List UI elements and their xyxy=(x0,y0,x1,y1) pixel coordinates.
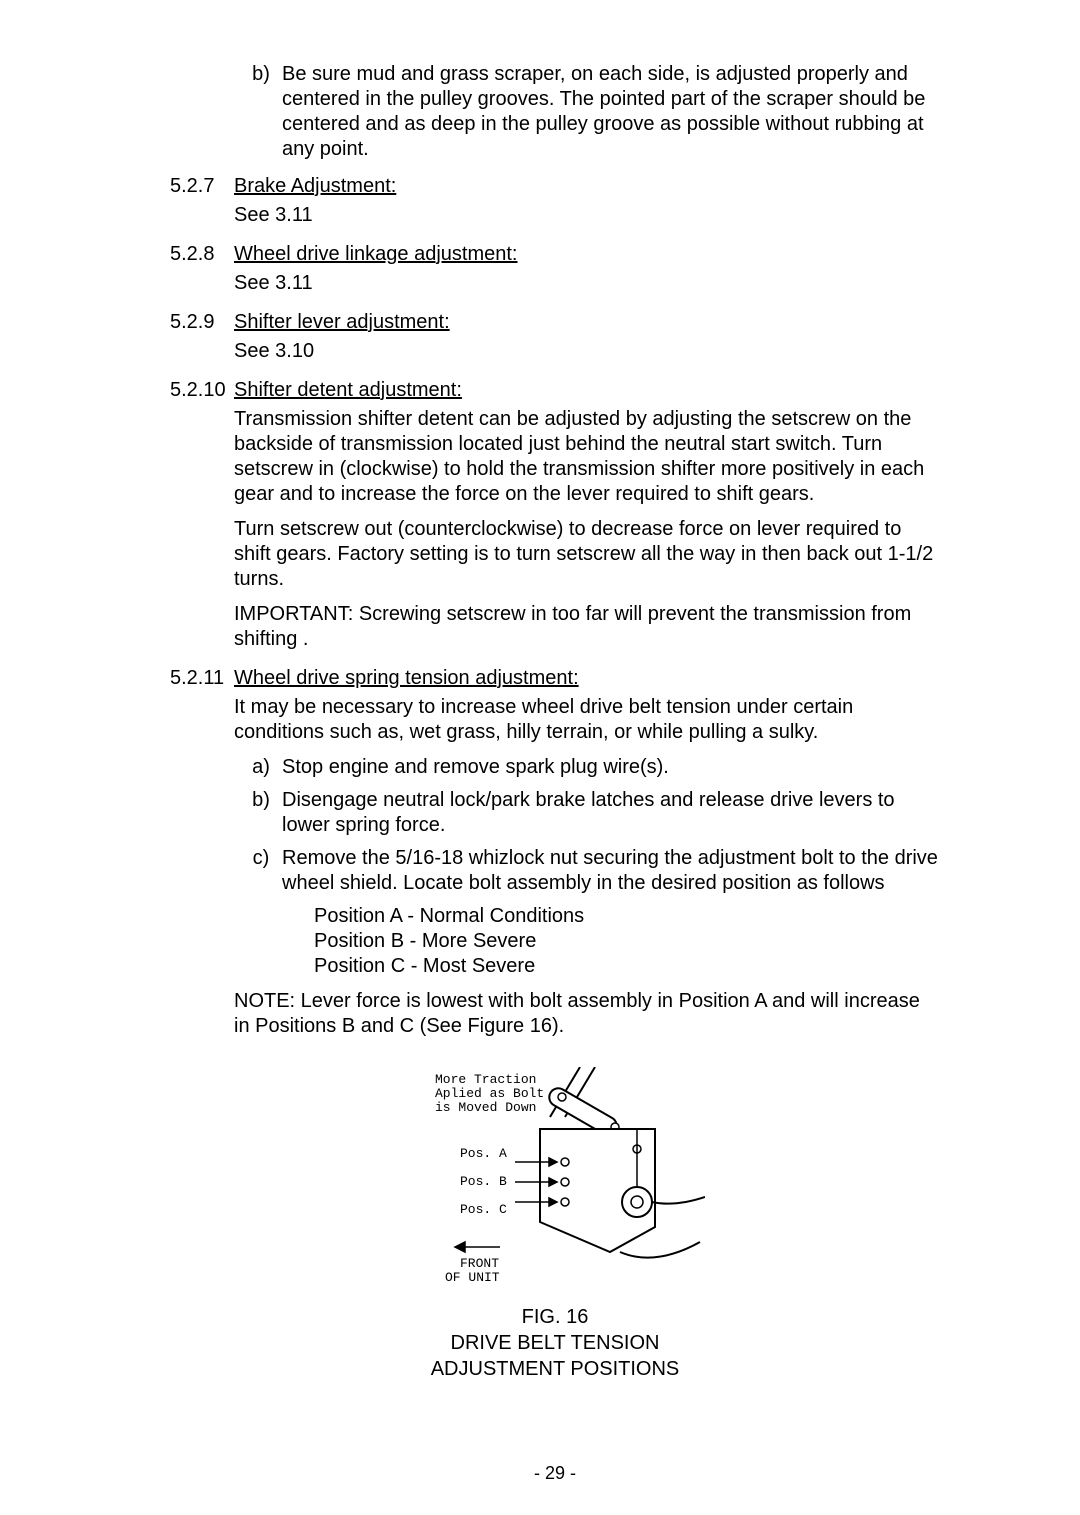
step-a: a) Stop engine and remove spark plug wir… xyxy=(246,755,940,780)
fig-label-posC: Pos. C xyxy=(460,1202,507,1217)
position-c: Position C - Most Severe xyxy=(314,954,940,979)
step-c: c) Remove the 5/16-18 whizlock nut secur… xyxy=(246,846,940,896)
step-text: Stop engine and remove spark plug wire(s… xyxy=(282,755,940,780)
section-number: 5.2.11 xyxy=(170,666,234,1049)
fig-label-posA: Pos. A xyxy=(460,1146,507,1161)
manual-page: b) Be sure mud and grass scraper, on eac… xyxy=(0,0,1080,1515)
section-number: 5.2.7 xyxy=(170,174,234,238)
figure-caption: FIG. 16 DRIVE BELT TENSION ADJUSTMENT PO… xyxy=(170,1304,940,1382)
section-intro: It may be necessary to increase wheel dr… xyxy=(234,695,940,745)
section-heading: Wheel drive linkage adjustment: xyxy=(234,242,940,267)
section-body: See 3.10 xyxy=(234,339,940,364)
step-b: b) Disengage neutral lock/park brake lat… xyxy=(246,788,940,838)
fig-label-posB: Pos. B xyxy=(460,1174,507,1189)
section-number: 5.2.10 xyxy=(170,378,234,662)
position-b: Position B - More Severe xyxy=(314,929,940,954)
section-note: NOTE: Lever force is lowest with bolt as… xyxy=(234,989,940,1039)
section-heading: Brake Adjustment: xyxy=(234,174,940,199)
fig-label-traction2: Aplied as Bolt xyxy=(435,1086,544,1101)
figure-caption-line1: FIG. 16 xyxy=(170,1304,940,1330)
page-number: - 29 - xyxy=(170,1462,940,1485)
fig-label-traction1: More Traction xyxy=(435,1072,536,1087)
section-para3: IMPORTANT: Screwing setscrew in too far … xyxy=(234,602,940,652)
section-5210: 5.2.10 Shifter detent adjustment: Transm… xyxy=(170,378,940,662)
figure-caption-line3: ADJUSTMENT POSITIONS xyxy=(170,1356,940,1382)
step-text: Remove the 5/16-18 whizlock nut securing… xyxy=(282,846,940,896)
section-body: See 3.11 xyxy=(234,203,940,228)
section-para2: Turn setscrew out (counterclockwise) to … xyxy=(234,517,940,592)
step-text: Disengage neutral lock/park brake latche… xyxy=(282,788,940,838)
section-529: 5.2.9 Shifter lever adjustment: See 3.10 xyxy=(170,310,940,374)
section-body: See 3.11 xyxy=(234,271,940,296)
step-label: c) xyxy=(246,846,282,896)
section-heading: Shifter lever adjustment: xyxy=(234,310,940,335)
section-para1: Transmission shifter detent can be adjus… xyxy=(234,407,940,507)
list-text-b: Be sure mud and grass scraper, on each s… xyxy=(282,62,940,162)
figure-16: More Traction Aplied as Bolt is Moved Do… xyxy=(170,1067,940,1382)
section-number: 5.2.8 xyxy=(170,242,234,306)
section-527: 5.2.7 Brake Adjustment: See 3.11 xyxy=(170,174,940,238)
section-number: 5.2.9 xyxy=(170,310,234,374)
fig-label-front2: OF UNIT xyxy=(445,1270,500,1285)
step-label: b) xyxy=(246,788,282,838)
list-label-b: b) xyxy=(246,62,282,162)
section-5211: 5.2.11 Wheel drive spring tension adjust… xyxy=(170,666,940,1049)
section-intro-b: b) Be sure mud and grass scraper, on eac… xyxy=(170,62,940,170)
section-528: 5.2.8 Wheel drive linkage adjustment: Se… xyxy=(170,242,940,306)
step-label: a) xyxy=(246,755,282,780)
position-a: Position A - Normal Conditions xyxy=(314,904,940,929)
position-list: Position A - Normal Conditions Position … xyxy=(314,904,940,979)
section-heading: Wheel drive spring tension adjustment: xyxy=(234,666,940,691)
fig-label-front1: FRONT xyxy=(460,1256,499,1271)
figure-caption-line2: DRIVE BELT TENSION xyxy=(170,1330,940,1356)
section-heading: Shifter detent adjustment: xyxy=(234,378,940,403)
fig-label-traction3: is Moved Down xyxy=(435,1100,536,1115)
